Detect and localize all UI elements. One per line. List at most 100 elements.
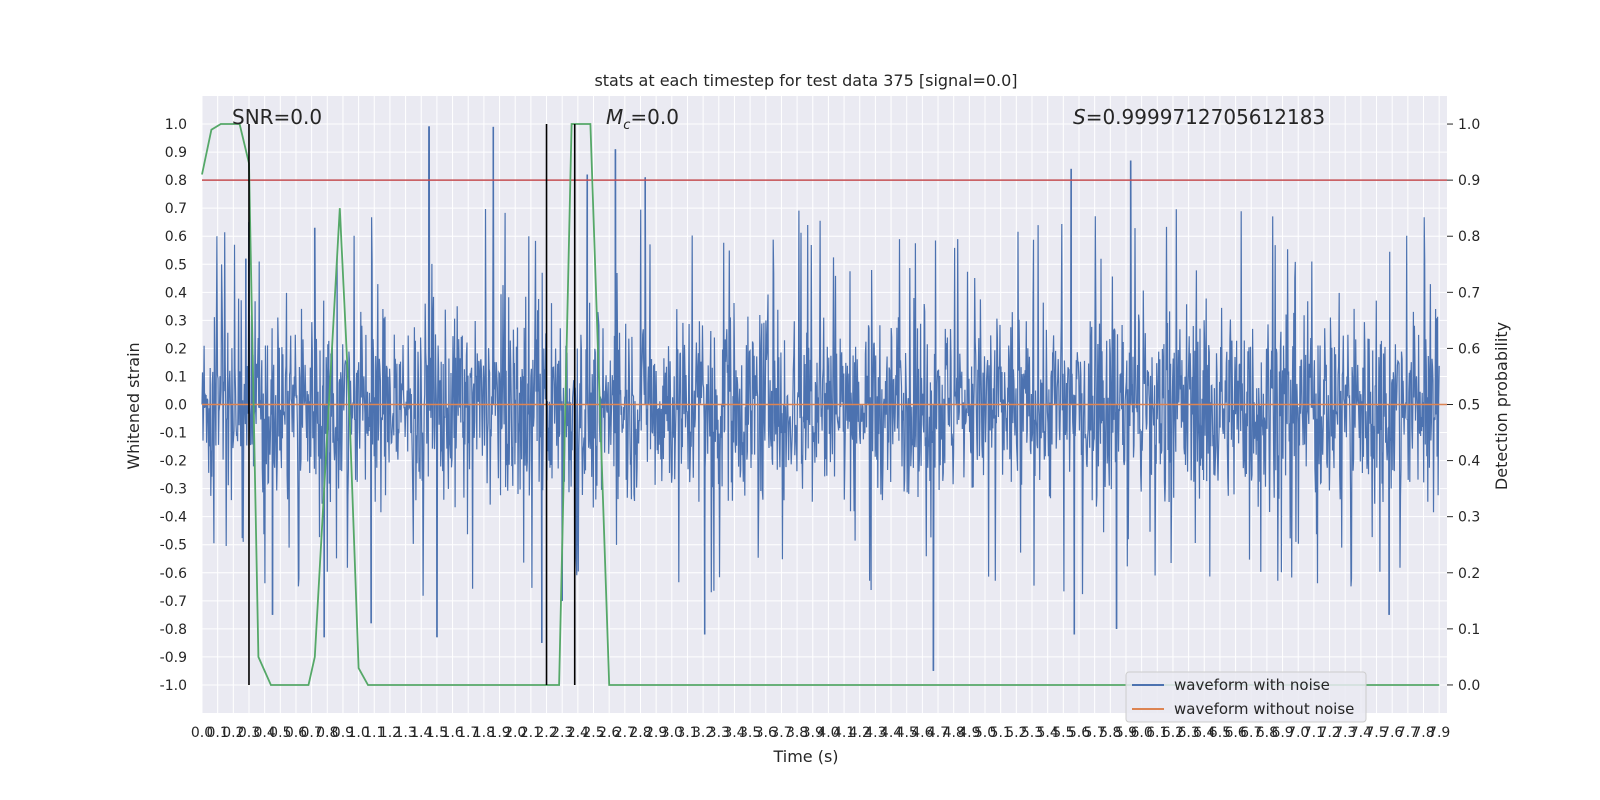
- y-left-tick-label: 0.6: [165, 229, 187, 245]
- annotation-score-value: =0.9999712705612183: [1086, 105, 1325, 129]
- x-tick-label: 6.7: [1240, 725, 1262, 741]
- y-right-tick-label: 0.7: [1458, 285, 1480, 301]
- y-right-tick-label: 0.3: [1458, 510, 1480, 526]
- y-left-tick-label: -0.3: [160, 482, 187, 498]
- x-tick-label: 5.2: [1005, 725, 1027, 741]
- x-tick-label: 7.0: [1287, 725, 1309, 741]
- y-axis-label-left: Whitened strain: [124, 342, 143, 469]
- x-tick-label: 3.6: [755, 725, 777, 741]
- x-tick-label: 7.7: [1397, 725, 1419, 741]
- x-tick-label: 6.3: [1177, 725, 1199, 741]
- x-tick-label: 4.6: [911, 725, 933, 741]
- y-left-tick-label: 0.9: [165, 145, 187, 161]
- y-left-tick-label: -0.6: [160, 566, 187, 582]
- x-tick-label: 1.1: [363, 725, 385, 741]
- x-tick-label: 5.9: [1115, 725, 1137, 741]
- series-detection-probability: [201, 123, 1440, 686]
- x-tick-label: 6.8: [1256, 725, 1278, 741]
- x-tick-label: 0.7: [300, 725, 322, 741]
- x-tick-label: 1.6: [441, 725, 463, 741]
- y-right-tick-label: 0.9: [1458, 173, 1480, 189]
- x-tick-label: 4.5: [896, 725, 918, 741]
- x-tick-label: 1.4: [410, 725, 432, 741]
- y-left-tick-label: -0.4: [160, 510, 187, 526]
- y-left-tick-label: -0.2: [160, 454, 187, 470]
- chart-overlays: [201, 123, 1447, 686]
- x-axis-label: Time (s): [772, 747, 838, 766]
- x-tick-label: 1.0: [347, 725, 369, 741]
- x-tick-label: 5.5: [1052, 725, 1074, 741]
- x-tick-label: 6.6: [1224, 725, 1246, 741]
- y-left-tick-label: 1.0: [165, 117, 187, 133]
- x-tick-label: 6.1: [1146, 725, 1168, 741]
- y-left-tick-label: -0.1: [160, 426, 187, 442]
- x-tick-label: 0.4: [254, 725, 276, 741]
- annotation-snr: SNR=0.0: [232, 105, 322, 129]
- x-tick-label: 5.1: [990, 725, 1012, 741]
- y-right-tick-label: 0.5: [1458, 398, 1480, 414]
- x-tick-label: 2.7: [614, 725, 636, 741]
- x-tick-label: 6.2: [1162, 725, 1184, 741]
- x-tick-label: 0.1: [207, 725, 229, 741]
- x-tick-label: 6.5: [1209, 725, 1231, 741]
- legend: waveform with noise waveform without noi…: [1125, 671, 1367, 723]
- x-tick-label: 3.2: [692, 725, 714, 741]
- y-left-tick-label: 0.7: [165, 201, 187, 217]
- x-tick-label: 7.9: [1428, 725, 1450, 741]
- x-tick-label: 2.1: [520, 725, 542, 741]
- annotation-chirp-mass-symbol: M: [606, 105, 623, 129]
- y-left-tick-label: 0.0: [165, 398, 187, 414]
- legend-label-noise: waveform with noise: [1174, 676, 1330, 694]
- x-tick-label: 4.1: [833, 725, 855, 741]
- x-tick-label: 1.9: [488, 725, 510, 741]
- x-tick-label: 2.6: [598, 725, 620, 741]
- x-tick-label: 3.4: [723, 725, 745, 741]
- x-tick-label: 5.8: [1099, 725, 1121, 741]
- x-tick-label: 4.3: [864, 725, 886, 741]
- x-tick-label: 4.0: [817, 725, 839, 741]
- y-left-tick-label: 0.8: [165, 173, 187, 189]
- y-left-tick-label: 0.4: [165, 285, 187, 301]
- x-tick-label: 0.2: [222, 725, 244, 741]
- x-tick-label: 6.4: [1193, 725, 1215, 741]
- x-tick-label: 4.2: [849, 725, 871, 741]
- x-tick-label: 7.3: [1334, 725, 1356, 741]
- x-tick-label: 2.9: [645, 725, 667, 741]
- x-tick-label: 7.8: [1412, 725, 1434, 741]
- x-tick-label: 1.3: [394, 725, 416, 741]
- x-tick-label: 4.9: [958, 725, 980, 741]
- x-tick-label: 5.4: [1037, 725, 1059, 741]
- x-tick-label: 7.6: [1381, 725, 1403, 741]
- y-left-tick-labels: 1.0 0.9 0.8 0.7 0.6 0.5 0.4 0.3 0.2 0.1 0.0 -0.1 -0.…: [160, 117, 187, 694]
- annotation-score-symbol: S: [1073, 105, 1086, 129]
- x-tick-label: 4.8: [943, 725, 965, 741]
- y-left-tick-label: 0.1: [165, 369, 187, 385]
- y-right-tick-label: 0.8: [1458, 229, 1480, 245]
- x-tick-label: 7.5: [1365, 725, 1387, 741]
- x-tick-label: 2.2: [535, 725, 557, 741]
- x-tick-label: 6.0: [1130, 725, 1152, 741]
- x-tick-label: 2.4: [567, 725, 589, 741]
- legend-box: [1125, 671, 1367, 723]
- annotation-chirp-mass-subscript: c: [623, 118, 630, 133]
- y-right-tick-label: 0.0: [1458, 678, 1480, 694]
- y-right-tick-label: 0.4: [1458, 454, 1480, 470]
- x-tick-label: 4.7: [927, 725, 949, 741]
- x-tick-label: 3.7: [770, 725, 792, 741]
- annotation-score: S=0.9999712705612183: [1073, 105, 1325, 129]
- x-tick-label: 0.0: [191, 725, 213, 741]
- y-right-tick-label: 1.0: [1458, 117, 1480, 133]
- x-tick-label: 5.6: [1068, 725, 1090, 741]
- y-axis-label-right: Detection probability: [1492, 322, 1511, 490]
- y-left-tick-label: -0.7: [160, 594, 187, 610]
- y-right-tick-labels: 1.0 0.9 0.8 0.7 0.6 0.5 0.4 0.3 0.2 0.1 0.0: [1447, 117, 1480, 694]
- x-tick-label: 0.3: [238, 725, 260, 741]
- x-tick-label: 2.0: [504, 725, 526, 741]
- x-tick-label: 5.0: [974, 725, 996, 741]
- annotation-chirp-mass: Mc=0.0: [606, 105, 679, 133]
- y-left-tick-label: -1.0: [160, 678, 187, 694]
- x-tick-label: 2.8: [629, 725, 651, 741]
- x-tick-label: 6.9: [1271, 725, 1293, 741]
- x-tick-label: 4.4: [880, 725, 902, 741]
- y-right-tick-label: 0.6: [1458, 341, 1480, 357]
